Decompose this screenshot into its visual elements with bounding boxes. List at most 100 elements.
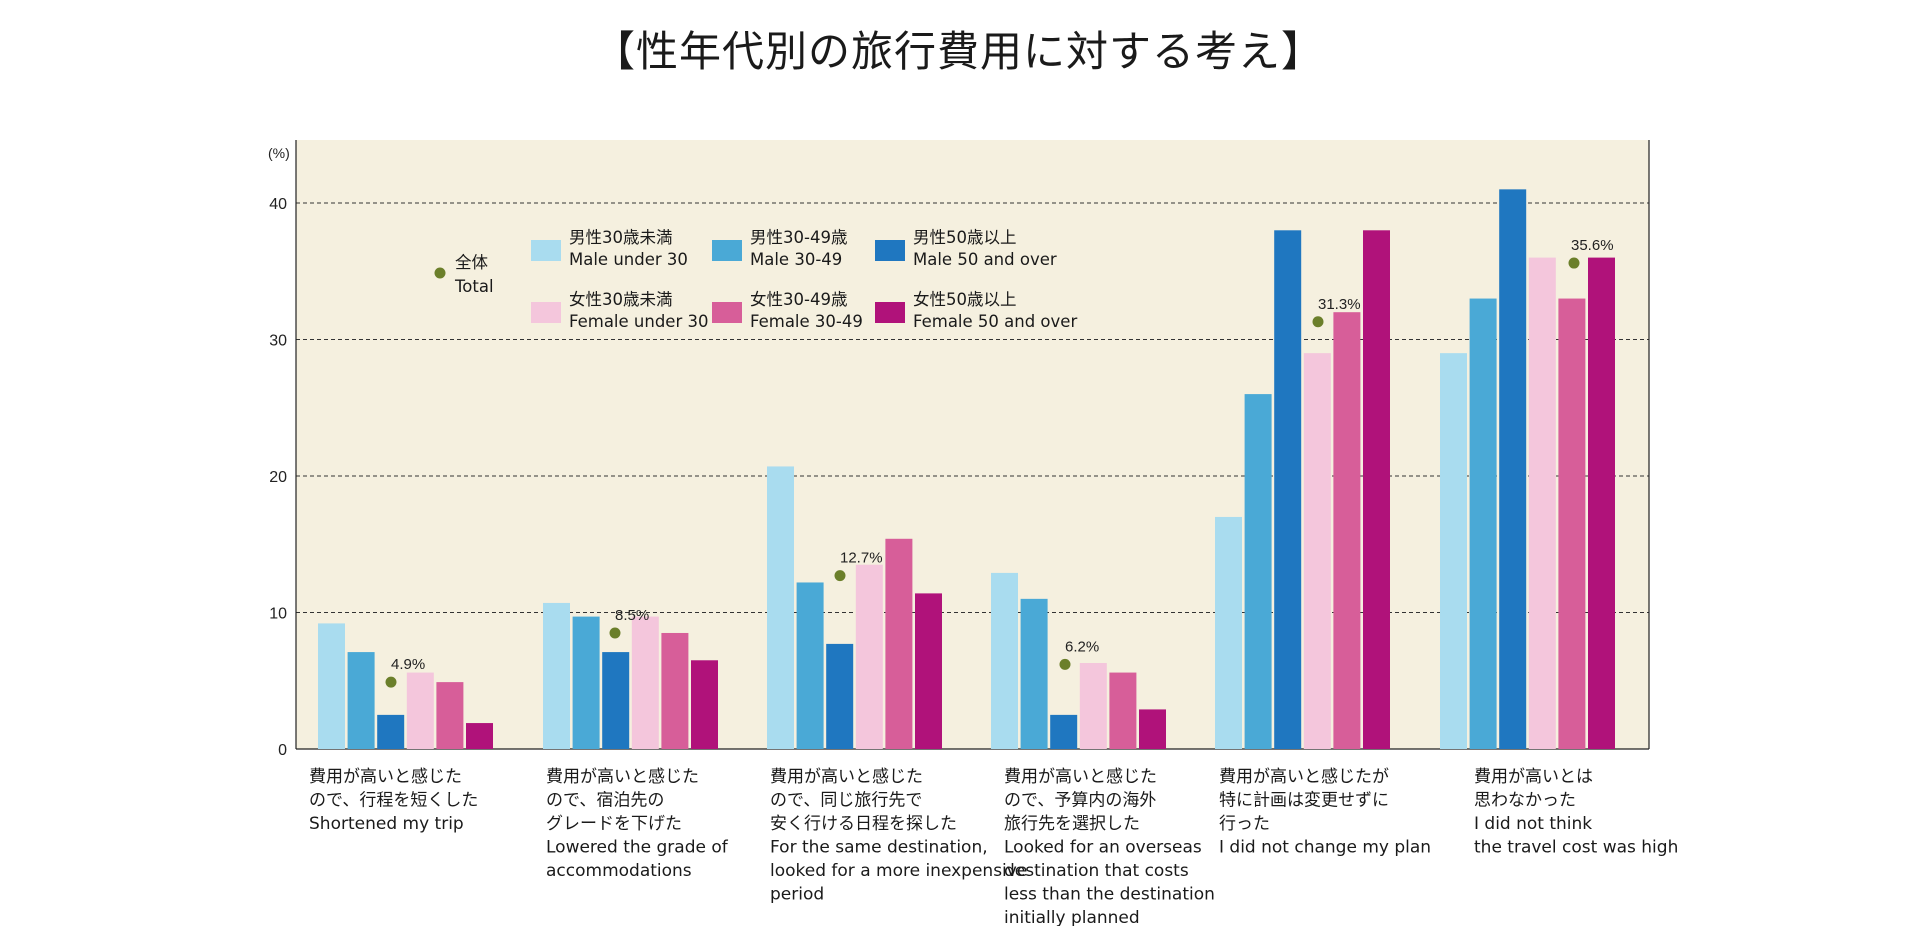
category-label: グレードを下げた: [546, 814, 682, 834]
category-label: Lowered the grade of: [546, 838, 729, 858]
category-label: I did not think: [1474, 814, 1592, 834]
legend-total-marker: [434, 267, 446, 279]
bar: [436, 682, 464, 749]
bar: [915, 593, 942, 749]
category-label: Looked for an overseas: [1004, 838, 1202, 858]
category-label: 費用が高いと感じた: [309, 767, 462, 787]
category-label: 行った: [1219, 814, 1270, 834]
category-label: 費用が高いとは: [1474, 767, 1593, 787]
bars: [318, 189, 1615, 750]
legend-label: 男性50歳以上: [913, 228, 1017, 247]
legend-label: 女性50歳以上: [913, 290, 1017, 309]
total-markers: 4.9% 8.5% 12.7% 6.2% 31.3% 35.6%: [385, 237, 1614, 688]
category-label: 特に計画は変更せずに: [1219, 791, 1389, 811]
bar: [1499, 189, 1527, 750]
bar: [1244, 394, 1272, 749]
legend-label-en: Female 30-49: [750, 312, 863, 331]
category-label: ので、行程を短くした: [309, 791, 478, 811]
category-label: period: [770, 885, 824, 905]
legend-label: 女性30-49歳: [750, 290, 847, 309]
bar: [826, 643, 854, 749]
bar: [406, 672, 434, 749]
legend-swatch: [875, 302, 905, 323]
y-unit-label: (%): [268, 145, 290, 161]
total-data-label: 31.3%: [1318, 296, 1361, 313]
category-label: 安く行ける日程を探した: [770, 814, 957, 834]
category-label: looked for a more inexpensive: [770, 861, 1027, 881]
bar: [767, 466, 794, 749]
bar: [1020, 598, 1048, 749]
axes: 0 10 20 30 40 (%): [268, 140, 1650, 759]
chart-title: 【性年代別の旅行費用に対する考え】: [592, 27, 1324, 76]
bar: [543, 602, 570, 749]
bar: [691, 660, 718, 749]
total-marker: [834, 570, 846, 582]
bar: [1274, 230, 1302, 750]
total-marker: [1312, 316, 1324, 328]
total-data-label: 35.6%: [1571, 237, 1614, 254]
legend-label: 男性30歳未満: [569, 228, 673, 247]
bar: [318, 623, 345, 749]
total-data-label: 6.2%: [1065, 638, 1099, 655]
bar: [377, 714, 405, 749]
category-label: destination that costs: [1004, 861, 1189, 881]
total-marker: [385, 676, 397, 688]
bar: [602, 652, 630, 749]
legend-swatch: [712, 240, 742, 261]
bar: [1139, 709, 1166, 749]
y-tick-label: 0: [278, 742, 287, 759]
category-label: 費用が高いと感じたが: [1219, 767, 1389, 787]
legend-label: 女性30歳未満: [569, 290, 673, 309]
bar: [1558, 298, 1586, 749]
category-label: 旅行先を選択した: [1004, 814, 1140, 834]
y-tick-label: 20: [269, 469, 287, 486]
legend-label-en: Male under 30: [569, 250, 688, 269]
total-data-label: 4.9%: [391, 656, 425, 673]
total-data-label: 12.7%: [840, 550, 883, 567]
legend-total-label-en: Total: [454, 277, 494, 296]
bar: [1588, 257, 1615, 749]
category-label: 費用が高いと感じた: [546, 767, 699, 787]
legend-label: 男性30-49歳: [750, 228, 847, 247]
legend-label-en: Female 50 and over: [913, 312, 1077, 331]
bar: [1440, 353, 1467, 749]
bar: [1050, 714, 1078, 749]
legend-label-en: Female under 30: [569, 312, 708, 331]
legend-swatch: [875, 240, 905, 261]
bar: [885, 538, 913, 749]
bar: [1528, 257, 1556, 749]
legend-swatch: [712, 302, 742, 323]
plot-background: [296, 140, 1649, 749]
total-data-label: 8.5%: [615, 607, 649, 624]
category-label: less than the destination: [1004, 885, 1215, 905]
category-label: 費用が高いと感じた: [770, 767, 923, 787]
bar: [991, 572, 1018, 749]
category-label: 思わなかった: [1474, 791, 1576, 811]
bar: [1333, 312, 1361, 749]
total-marker: [1568, 257, 1580, 269]
bar: [1079, 663, 1107, 749]
bar: [661, 632, 689, 749]
category-label: initially planned: [1004, 908, 1140, 926]
bar: [1215, 516, 1242, 749]
bar: [1109, 672, 1137, 749]
bar: [1363, 230, 1390, 750]
gridlines: [296, 202, 1649, 613]
category-label: 費用が高いと感じた: [1004, 767, 1157, 787]
legend-total-label: 全体: [455, 253, 489, 272]
y-tick-label: 40: [269, 196, 287, 213]
category-label: For the same destination,: [770, 838, 988, 858]
y-tick-label: 10: [269, 606, 287, 623]
legend-swatch: [531, 240, 561, 261]
category-label: Shortened my trip: [309, 814, 464, 834]
total-marker: [609, 627, 621, 639]
legend-label-en: Male 30-49: [750, 250, 842, 269]
bar: [855, 564, 883, 749]
y-tick-label: 30: [269, 333, 287, 350]
category-label: ので、予算内の海外: [1004, 791, 1156, 811]
bar: [631, 616, 659, 749]
bar: [572, 616, 600, 749]
category-label: I did not change my plan: [1219, 838, 1431, 858]
